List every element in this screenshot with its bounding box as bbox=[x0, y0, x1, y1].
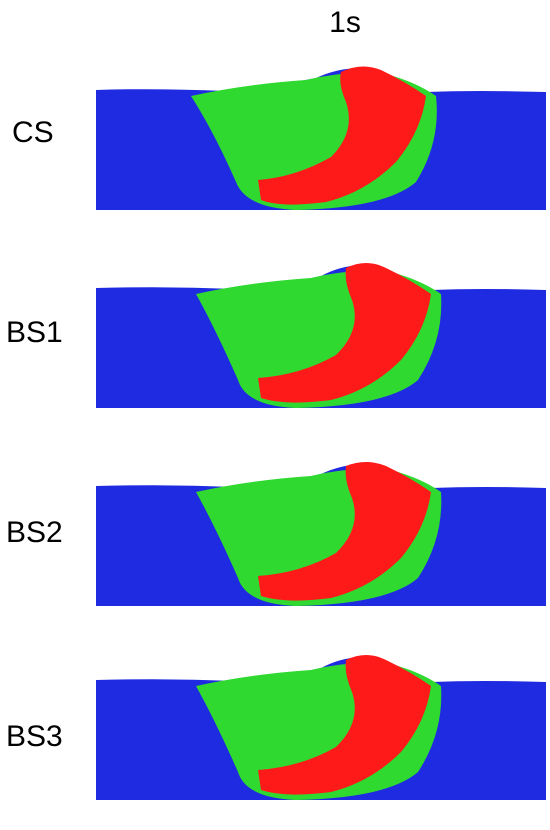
panel-bs3: BS3 bbox=[0, 650, 550, 830]
simulation-image bbox=[96, 462, 546, 606]
high-zone bbox=[258, 66, 426, 205]
high-zone bbox=[258, 263, 431, 403]
high-zone bbox=[258, 655, 431, 795]
high-zone bbox=[258, 462, 431, 601]
simulation-image bbox=[96, 66, 546, 210]
panel-bs2: BS2 bbox=[0, 458, 550, 638]
simulation-image bbox=[96, 655, 546, 800]
panel-label: BS3 bbox=[6, 720, 63, 753]
panel-label: CS bbox=[12, 116, 54, 149]
time-label: 1s bbox=[329, 6, 361, 39]
panel-label: BS1 bbox=[6, 316, 63, 349]
simulation-image bbox=[96, 263, 546, 408]
panel-bs1: BS1 bbox=[0, 258, 550, 438]
panel-label: BS2 bbox=[6, 516, 63, 549]
panel-cs: CS bbox=[0, 62, 550, 242]
